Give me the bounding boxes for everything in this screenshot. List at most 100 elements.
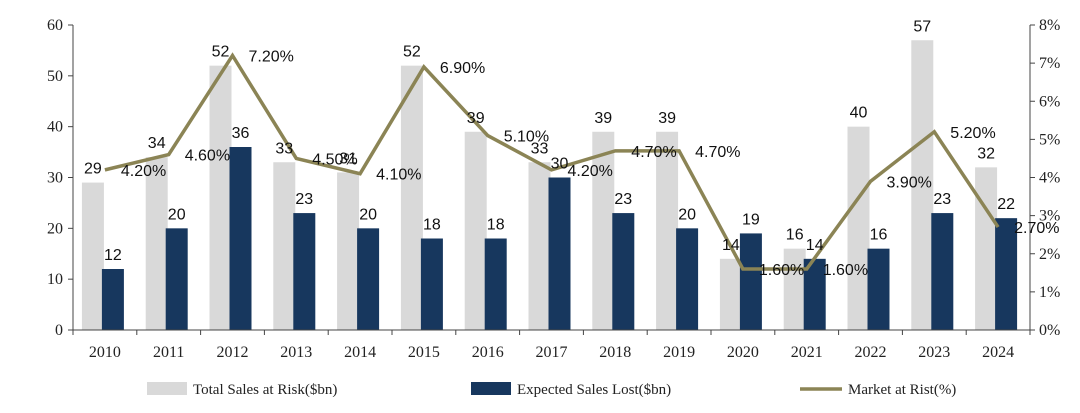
data-label-total-2020: 14	[722, 237, 740, 254]
bar-expected-lost-2018	[612, 213, 635, 330]
bar-total-sales-2010	[81, 182, 104, 330]
data-label-lost-2014: 20	[359, 206, 377, 223]
data-label-total-2017: 33	[531, 140, 549, 157]
data-label-market-2022: 3.90%	[887, 174, 932, 191]
bar-total-sales-2023	[911, 40, 934, 330]
y-left-tick-label: 40	[47, 119, 63, 136]
data-label-total-2013: 33	[275, 140, 293, 157]
data-label-total-2011: 34	[148, 135, 166, 152]
bar-total-sales-2013	[273, 162, 296, 330]
data-label-market-2018: 4.70%	[631, 144, 676, 161]
x-tick-label-2024: 2024	[982, 344, 1014, 361]
data-label-total-2016: 39	[467, 110, 485, 127]
data-label-market-2020: 1.60%	[759, 262, 804, 279]
y-right-tick-label: 3%	[1039, 208, 1060, 225]
x-tick-label-2019: 2019	[663, 344, 695, 361]
data-label-total-2019: 39	[658, 110, 676, 127]
bar-expected-lost-2023	[931, 213, 954, 330]
y-left-tick-label: 30	[47, 170, 63, 187]
line-layer	[104, 52, 1000, 271]
y-right-tick-label: 8%	[1039, 17, 1060, 34]
x-tick-label-2020: 2020	[727, 344, 759, 361]
data-label-market-2017: 4.20%	[568, 163, 613, 180]
data-label-total-2015: 52	[403, 44, 421, 61]
data-label-market-2013: 4.50%	[312, 151, 357, 168]
legend-swatch-total-sales	[147, 382, 187, 395]
x-tick-label-2013: 2013	[280, 344, 312, 361]
y-left-tick-label: 10	[47, 271, 63, 288]
y-left-tick-label: 50	[47, 68, 63, 85]
bar-total-sales-2018	[592, 131, 615, 330]
y-left-tick-label: 60	[47, 17, 63, 34]
bar-expected-lost-2017	[548, 177, 571, 330]
x-tick-label-2023: 2023	[918, 344, 950, 361]
data-label-lost-2017: 30	[551, 156, 569, 173]
data-label-lost-2016: 18	[487, 217, 505, 234]
line-market-at-risk	[104, 52, 1000, 271]
data-label-lost-2022: 16	[870, 227, 888, 244]
data-label-lost-2023: 23	[933, 191, 951, 208]
data-label-total-2014: 31	[339, 150, 357, 167]
bar-expected-lost-2021	[803, 258, 826, 330]
x-tick-label-2018: 2018	[599, 344, 631, 361]
data-label-total-2018: 39	[594, 110, 612, 127]
y-right-tick-label: 7%	[1039, 55, 1060, 72]
data-label-market-2011: 4.60%	[185, 148, 230, 165]
bars-layer	[81, 40, 1018, 331]
x-tick-label-2017: 2017	[536, 344, 568, 361]
data-label-lost-2024: 22	[997, 196, 1015, 213]
data-label-lost-2015: 18	[423, 217, 441, 234]
data-label-total-2023: 57	[913, 18, 931, 35]
y-right-tick-label: 1%	[1039, 284, 1060, 301]
legend-label-market: Market at Rist(%)	[848, 382, 956, 398]
x-tick-label-2022: 2022	[855, 344, 887, 361]
x-tick-label-2016: 2016	[472, 344, 504, 361]
bar-expected-lost-2022	[867, 248, 890, 330]
bar-total-sales-2016	[464, 131, 487, 330]
bar-total-sales-2011	[145, 157, 168, 330]
bar-expected-lost-2019	[676, 228, 699, 330]
bar-expected-lost-2011	[165, 228, 188, 330]
bar-expected-lost-2024	[995, 218, 1018, 330]
data-label-lost-2011: 20	[168, 206, 186, 223]
y-right-tick-label: 2%	[1039, 246, 1060, 263]
legend: Total Sales at Risk($bn) Expected Sales L…	[147, 382, 956, 398]
data-label-market-2015: 6.90%	[440, 60, 485, 77]
x-tick-label-2012: 2012	[217, 344, 249, 361]
bar-total-sales-2021	[783, 248, 806, 330]
legend-label-expected-lost: Expected Sales Lost($bn)	[517, 382, 671, 398]
x-tick-label-2015: 2015	[408, 344, 440, 361]
data-label-lost-2010: 12	[104, 247, 122, 264]
bar-expected-lost-2014	[357, 228, 380, 330]
axes-layer: 0 10 20 30 40 50 60 0% 1% 2% 3% 4% 5% 6% 7% 8% 2010 2011 2…	[47, 17, 1060, 361]
bar-total-sales-2020	[719, 258, 742, 330]
data-label-market-2021: 1.60%	[823, 262, 868, 279]
bar-total-sales-2024	[975, 167, 998, 330]
data-label-market-2012: 7.20%	[249, 49, 294, 66]
bar-expected-lost-2015	[420, 238, 443, 330]
data-label-lost-2018: 23	[614, 191, 632, 208]
data-label-market-2010: 4.20%	[121, 163, 166, 180]
data-label-total-2024: 32	[977, 145, 995, 162]
data-label-market-2016: 5.10%	[504, 129, 549, 146]
x-tick-label-2014: 2014	[344, 344, 376, 361]
bar-total-sales-2014	[337, 172, 360, 330]
bar-total-sales-2015	[400, 65, 423, 331]
y-left-tick-label: 0	[55, 322, 63, 339]
legend-swatch-expected-lost	[471, 382, 511, 395]
bar-expected-lost-2013	[293, 213, 316, 330]
legend-label-total-sales: Total Sales at Risk($bn)	[193, 382, 337, 398]
bar-expected-lost-2012	[229, 147, 252, 330]
data-label-lost-2020: 19	[742, 211, 760, 228]
data-label-lost-2013: 23	[295, 191, 313, 208]
data-label-market-2014: 4.10%	[376, 167, 421, 184]
x-tick-label-2011: 2011	[153, 344, 184, 361]
bar-total-sales-2017	[528, 162, 551, 330]
y-right-tick-label: 0%	[1039, 322, 1060, 339]
data-label-market-2019: 4.70%	[695, 144, 740, 161]
y-right-tick-label: 6%	[1039, 93, 1060, 110]
data-label-total-2021: 16	[786, 227, 804, 244]
data-label-total-2012: 52	[212, 44, 230, 61]
y-left-tick-label: 20	[47, 220, 63, 237]
